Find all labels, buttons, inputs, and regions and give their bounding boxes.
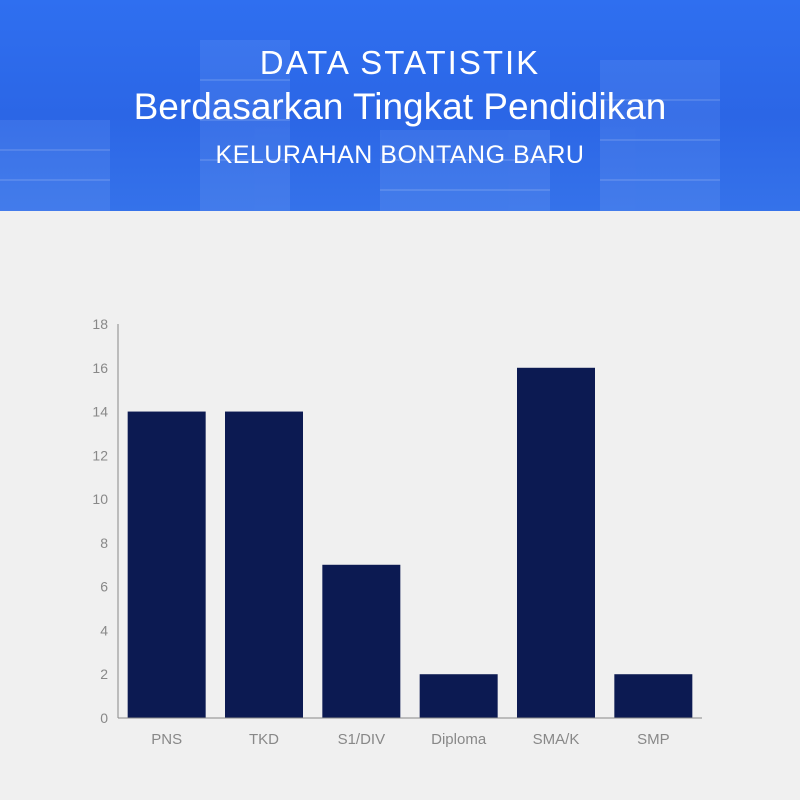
library-background-image xyxy=(0,40,720,211)
y-tick-label: 6 xyxy=(100,579,108,595)
y-tick-label: 14 xyxy=(92,404,108,420)
bar xyxy=(322,564,401,718)
header-subtitle: KELURAHAN BONTANG BARU xyxy=(215,141,585,169)
y-tick-label: 18 xyxy=(92,316,108,332)
y-tick-label: 12 xyxy=(92,447,108,463)
bar xyxy=(614,674,693,718)
x-tick-label: TKD xyxy=(249,731,279,748)
x-tick-label: SMA/K xyxy=(533,731,580,748)
bar-chart: 0 2 4 6 8 10 12 14 16 18 PNS TKD S1/DIV Diploma SMA/K S… xyxy=(92,316,702,748)
y-tick-label: 4 xyxy=(100,622,108,638)
y-tick-label: 0 xyxy=(100,710,108,726)
header-banner: DATA STATISTIK Berdasarkan Tingkat Pendi… xyxy=(0,0,800,211)
x-tick-label: Diploma xyxy=(431,731,487,748)
bar xyxy=(419,674,498,718)
header-title-line1: DATA STATISTIK xyxy=(259,44,541,81)
bar xyxy=(517,367,595,718)
x-tick-label: PNS xyxy=(151,731,182,748)
bar xyxy=(127,411,206,718)
y-tick-label: 10 xyxy=(92,491,108,507)
y-tick-label: 2 xyxy=(100,666,108,682)
y-tick-label: 16 xyxy=(92,360,108,376)
x-tick-label: SMP xyxy=(637,731,670,748)
x-tick-label: S1/DIV xyxy=(338,731,386,748)
y-tick-label: 8 xyxy=(100,535,108,551)
bar xyxy=(225,411,303,718)
header-title-line2: Berdasarkan Tingkat Pendidikan xyxy=(133,86,667,127)
